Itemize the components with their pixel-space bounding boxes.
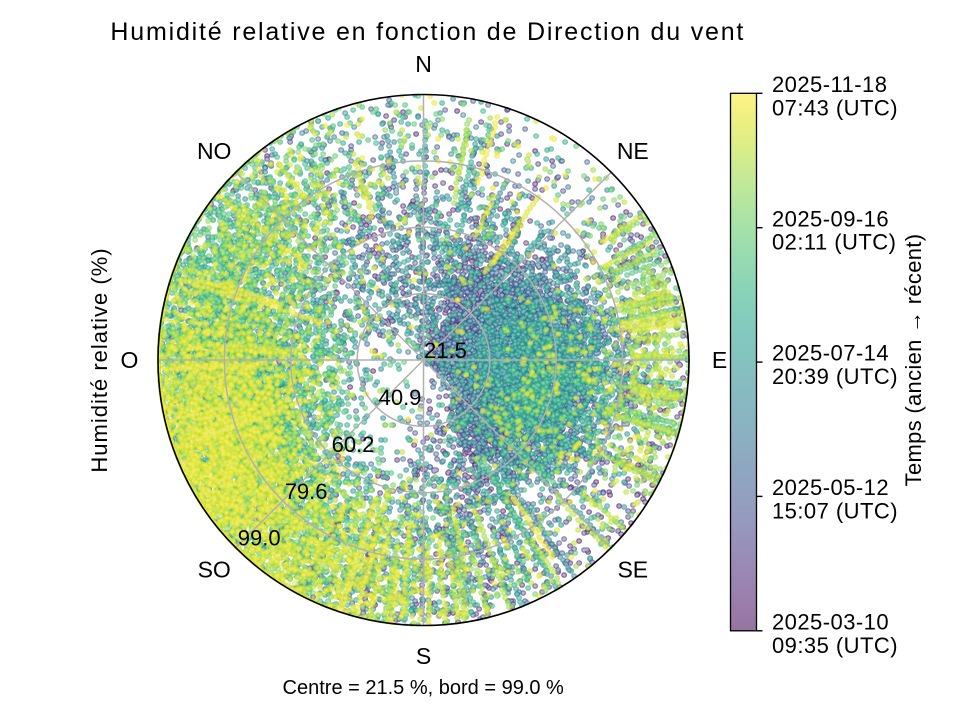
- svg-text:S: S: [416, 643, 431, 669]
- svg-text:NO: NO: [197, 138, 232, 164]
- svg-text:NE: NE: [617, 138, 649, 164]
- svg-text:99.0: 99.0: [238, 526, 281, 551]
- svg-text:N: N: [415, 51, 432, 77]
- svg-text:2025-07-14: 2025-07-14: [772, 341, 889, 366]
- svg-text:15:07 (UTC): 15:07 (UTC): [772, 498, 898, 523]
- svg-text:2025-09-16: 2025-09-16: [772, 206, 889, 231]
- svg-text:21.5: 21.5: [424, 338, 467, 363]
- svg-text:02:11 (UTC): 02:11 (UTC): [772, 230, 896, 255]
- svg-text:07:43 (UTC): 07:43 (UTC): [772, 95, 898, 120]
- svg-text:09:35 (UTC): 09:35 (UTC): [772, 633, 898, 658]
- svg-text:E: E: [712, 347, 727, 373]
- svg-text:Temps (ancien → récent): Temps (ancien → récent): [901, 234, 926, 487]
- svg-text:O: O: [121, 347, 139, 373]
- svg-text:Humidité relative (%): Humidité relative (%): [87, 247, 112, 472]
- svg-text:79.6: 79.6: [285, 479, 328, 504]
- svg-text:SE: SE: [617, 557, 648, 583]
- svg-text:Centre = 21.5 %, bord = 99.0 %: Centre = 21.5 %, bord = 99.0 %: [283, 677, 565, 699]
- svg-text:Humidité relative en fonction: Humidité relative en fonction de Directi…: [110, 18, 745, 46]
- svg-text:2025-11-18: 2025-11-18: [772, 72, 887, 97]
- svg-text:SO: SO: [198, 557, 231, 583]
- svg-text:2025-03-10: 2025-03-10: [772, 609, 889, 634]
- svg-text:60.2: 60.2: [332, 432, 375, 457]
- svg-text:2025-05-12: 2025-05-12: [772, 475, 889, 500]
- svg-text:20:39 (UTC): 20:39 (UTC): [772, 364, 898, 389]
- svg-text:40.9: 40.9: [379, 385, 422, 410]
